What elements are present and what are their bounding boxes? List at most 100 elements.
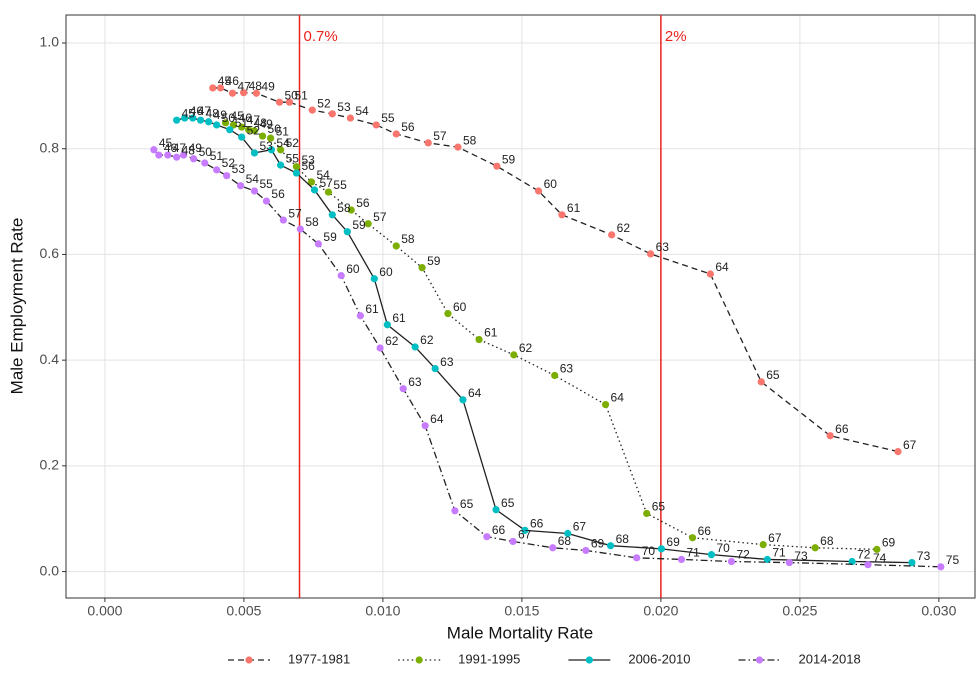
data-point bbox=[757, 378, 765, 386]
point-label: 51 bbox=[294, 88, 308, 102]
data-point bbox=[534, 187, 543, 195]
data-point bbox=[608, 231, 616, 239]
point-label: 65 bbox=[501, 496, 515, 510]
data-point bbox=[173, 116, 181, 124]
data-point bbox=[370, 275, 378, 283]
data-point bbox=[811, 544, 819, 552]
data-point bbox=[376, 344, 384, 352]
legend-label: 1991-1995 bbox=[458, 651, 520, 666]
data-point bbox=[763, 555, 771, 564]
data-point bbox=[252, 89, 261, 97]
y-axis-title: Male Employment Rate bbox=[7, 218, 26, 395]
x-tick-label: 0.030 bbox=[921, 603, 956, 619]
point-label: 64 bbox=[715, 260, 729, 274]
point-label: 47 bbox=[247, 113, 261, 127]
data-point bbox=[279, 216, 287, 224]
point-label: 55 bbox=[286, 151, 300, 165]
data-point bbox=[606, 542, 615, 550]
data-point bbox=[493, 162, 501, 170]
data-point bbox=[424, 139, 432, 147]
point-label: 58 bbox=[463, 133, 477, 147]
y-tick-label: 0.2 bbox=[40, 457, 60, 473]
point-label: 45 bbox=[218, 74, 232, 88]
y-tick-label: 0.6 bbox=[40, 245, 60, 261]
data-point bbox=[392, 242, 400, 250]
data-point bbox=[521, 526, 529, 534]
x-tick-label: 0.020 bbox=[643, 603, 678, 619]
x-axis-title: Male Mortality Rate bbox=[447, 623, 593, 642]
point-label: 64 bbox=[611, 391, 625, 405]
data-point bbox=[706, 270, 714, 278]
data-point bbox=[250, 149, 259, 157]
data-point bbox=[201, 159, 209, 167]
point-label: 56 bbox=[356, 196, 370, 210]
data-point bbox=[164, 151, 172, 159]
data-point bbox=[601, 400, 610, 409]
legend-marker bbox=[415, 656, 423, 664]
point-label: 73 bbox=[794, 549, 808, 563]
point-label: 61 bbox=[567, 201, 581, 215]
data-point bbox=[475, 335, 483, 344]
data-point bbox=[727, 557, 736, 566]
data-point bbox=[240, 89, 248, 97]
data-point bbox=[216, 84, 225, 92]
data-point bbox=[483, 533, 491, 541]
point-label: 50 bbox=[222, 111, 236, 125]
data-point bbox=[155, 151, 163, 159]
point-label: 70 bbox=[642, 544, 656, 558]
y-tick-label: 0.8 bbox=[40, 139, 60, 155]
data-point bbox=[411, 343, 419, 351]
data-point bbox=[937, 563, 945, 571]
data-point bbox=[173, 153, 181, 161]
point-label: 73 bbox=[917, 549, 931, 563]
point-label: 65 bbox=[652, 500, 666, 514]
data-point bbox=[564, 529, 572, 538]
data-point bbox=[308, 106, 316, 114]
point-label: 56 bbox=[401, 120, 415, 134]
point-label: 58 bbox=[305, 215, 319, 229]
data-point bbox=[230, 121, 238, 129]
point-label: 60 bbox=[544, 177, 558, 191]
point-label: 49 bbox=[214, 108, 228, 122]
reference-label: 2% bbox=[665, 28, 687, 45]
data-point bbox=[307, 178, 316, 186]
legend-marker bbox=[245, 656, 253, 664]
x-tick-label: 0.010 bbox=[365, 603, 400, 619]
data-point bbox=[238, 133, 246, 141]
point-label: 68 bbox=[616, 532, 630, 546]
point-label: 48 bbox=[249, 79, 263, 93]
data-point bbox=[633, 554, 641, 562]
point-label: 68 bbox=[820, 534, 834, 548]
point-label: 59 bbox=[323, 230, 337, 244]
point-label: 59 bbox=[352, 218, 366, 232]
point-label: 64 bbox=[430, 412, 444, 426]
y-tick-label: 0.0 bbox=[40, 562, 60, 578]
point-label: 66 bbox=[698, 524, 712, 538]
data-point bbox=[444, 310, 452, 318]
point-label: 54 bbox=[246, 172, 260, 186]
point-label: 61 bbox=[484, 326, 498, 340]
x-tick-label: 0.015 bbox=[504, 603, 539, 619]
plot-border bbox=[65, 14, 976, 599]
data-point bbox=[510, 351, 518, 359]
legend-label: 2006-2010 bbox=[628, 651, 690, 666]
point-label: 60 bbox=[346, 262, 360, 276]
point-label: 51 bbox=[210, 149, 224, 163]
point-label: 53 bbox=[232, 162, 246, 176]
point-label: 51 bbox=[235, 116, 249, 130]
data-point bbox=[328, 211, 336, 219]
data-point bbox=[189, 155, 198, 163]
legend-label: 1977-1981 bbox=[288, 651, 350, 666]
point-label: 64 bbox=[468, 386, 482, 400]
point-label: 52 bbox=[286, 136, 300, 150]
point-label: 60 bbox=[379, 265, 393, 279]
point-label: 45 bbox=[159, 136, 173, 150]
data-point bbox=[509, 537, 517, 546]
point-label: 57 bbox=[433, 129, 447, 143]
data-point bbox=[826, 432, 834, 440]
point-label: 51 bbox=[276, 124, 290, 138]
point-label: 45 bbox=[182, 106, 196, 120]
data-point bbox=[421, 422, 429, 430]
data-point bbox=[431, 365, 439, 373]
reference-label: 0.7% bbox=[304, 28, 338, 45]
